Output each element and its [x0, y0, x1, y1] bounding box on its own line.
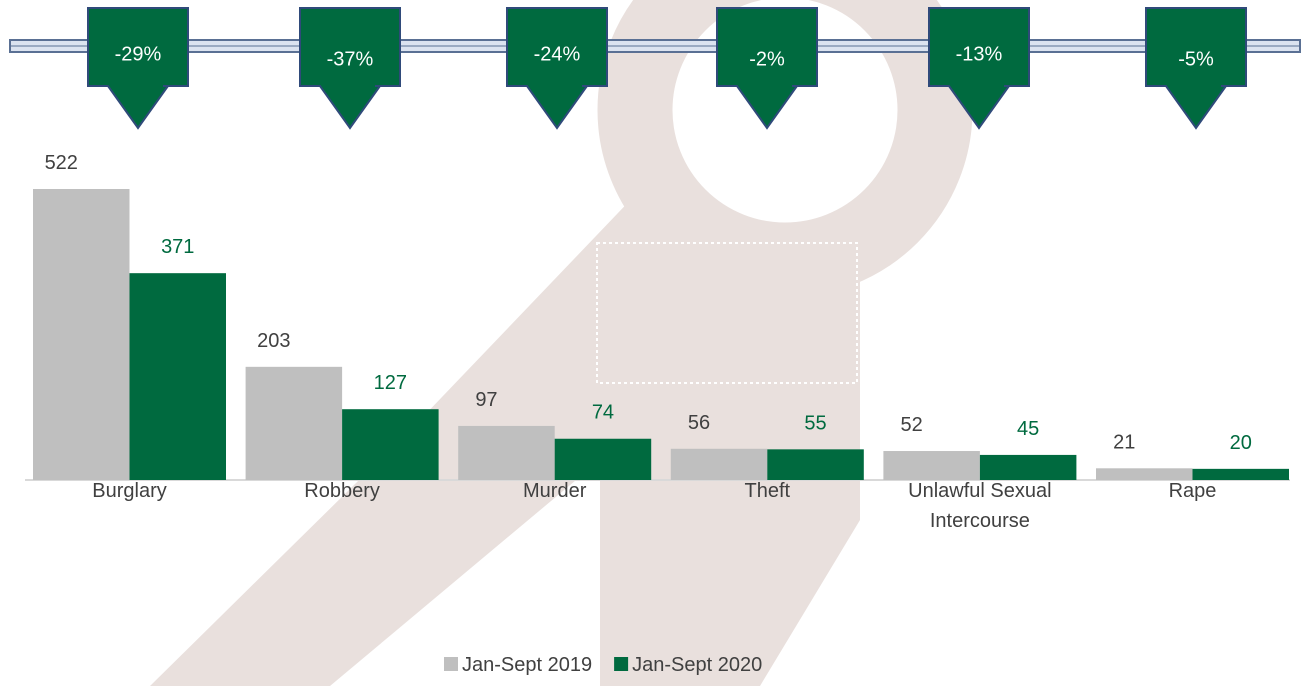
change-arrow [716, 7, 818, 130]
value-label: 371 [161, 236, 194, 258]
change-arrow [299, 7, 401, 130]
bar [458, 425, 555, 480]
value-label: 21 [1113, 431, 1135, 453]
bar [33, 189, 130, 480]
bar [245, 366, 343, 480]
change-arrow [928, 7, 1030, 130]
x-tick-label: Unlawful Sexual Intercourse [908, 480, 1052, 532]
value-label: 45 [1017, 418, 1039, 440]
change-label: -37% [327, 48, 374, 70]
legend-swatch [614, 657, 629, 671]
change-label: -5% [1178, 48, 1214, 70]
legend-swatch [444, 657, 458, 671]
value-label: 203 [257, 330, 290, 352]
bar [342, 409, 439, 480]
bar [979, 454, 1077, 480]
bar [1096, 468, 1193, 480]
bar [1192, 468, 1289, 480]
change-arrow [506, 7, 608, 130]
value-label: 522 [45, 152, 78, 174]
change-label: -2% [749, 48, 785, 70]
change-arrow [1145, 7, 1247, 130]
value-label: 20 [1230, 432, 1252, 454]
x-tick-label: Burglary [92, 480, 167, 502]
change-label: -29% [115, 43, 162, 65]
change-arrow [87, 7, 189, 130]
change-label: -13% [956, 43, 1003, 65]
legend-label: Jan-Sept 2020 [632, 654, 762, 676]
bar [129, 273, 226, 480]
value-label: 97 [475, 389, 497, 411]
bar [767, 449, 864, 480]
change-label: -24% [534, 43, 581, 65]
bar [554, 438, 652, 480]
x-tick-label: Theft [744, 480, 791, 502]
x-tick-label: Robbery [304, 480, 380, 502]
value-label: 55 [804, 412, 826, 434]
x-tick-label: Rape [1168, 480, 1217, 502]
value-label: 56 [688, 412, 710, 434]
bar [883, 451, 980, 480]
value-label: 52 [901, 414, 923, 436]
bar [670, 448, 768, 480]
legend-label: Jan-Sept 2019 [462, 654, 592, 676]
x-tick-label: Murder [523, 480, 587, 502]
value-label: 127 [374, 372, 407, 394]
value-label: 74 [592, 402, 614, 424]
